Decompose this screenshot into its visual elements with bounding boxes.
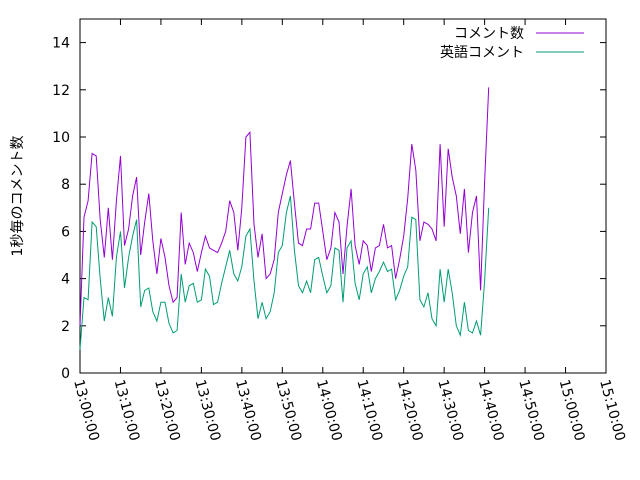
x-tick-label: 14:40:00 xyxy=(475,378,507,443)
y-tick-label: 6 xyxy=(61,224,70,240)
x-tick-label: 14:20:00 xyxy=(394,378,426,443)
y-tick-label: 0 xyxy=(61,366,70,382)
series-group xyxy=(79,87,490,350)
y-tick-label: 4 xyxy=(61,272,70,288)
x-tick-label: 13:00:00 xyxy=(70,378,102,443)
plot-frame xyxy=(79,18,607,374)
y-tick-label: 2 xyxy=(61,319,70,335)
x-tick-label: 13:30:00 xyxy=(192,378,224,443)
x-tick-label: 15:00:00 xyxy=(556,378,588,443)
x-tick-label: 14:50:00 xyxy=(515,378,547,443)
y-tick-label: 14 xyxy=(52,36,70,52)
series-line-2 xyxy=(79,195,490,350)
x-tick-label: 13:40:00 xyxy=(232,378,264,443)
x-tick-label: 14:10:00 xyxy=(353,378,385,443)
series-line-1 xyxy=(79,87,490,326)
y-axis-label: 1秒毎のコメント数 xyxy=(10,136,26,257)
x-tick-label: 13:50:00 xyxy=(272,378,304,443)
legend-label: 英語コメント xyxy=(440,44,524,61)
x-tick-label: 14:30:00 xyxy=(434,378,466,443)
y-tick-label: 8 xyxy=(61,177,70,193)
x-tick-label: 13:10:00 xyxy=(111,378,143,443)
x-tick-label: 13:20:00 xyxy=(151,378,183,443)
y-axis: 0 2 4 6 8 10 12 14 xyxy=(52,36,606,382)
y-tick-label: 12 xyxy=(52,83,70,99)
x-tick-label: 14:00:00 xyxy=(313,378,345,443)
y-tick-label: 10 xyxy=(52,130,70,146)
legend-label: コメント数 xyxy=(454,26,524,42)
x-tick-label: 15:10:00 xyxy=(596,378,628,443)
x-axis: 13:00:00 13:10:00 13:20:00 13:30:00 13:40:00… xyxy=(70,19,628,443)
